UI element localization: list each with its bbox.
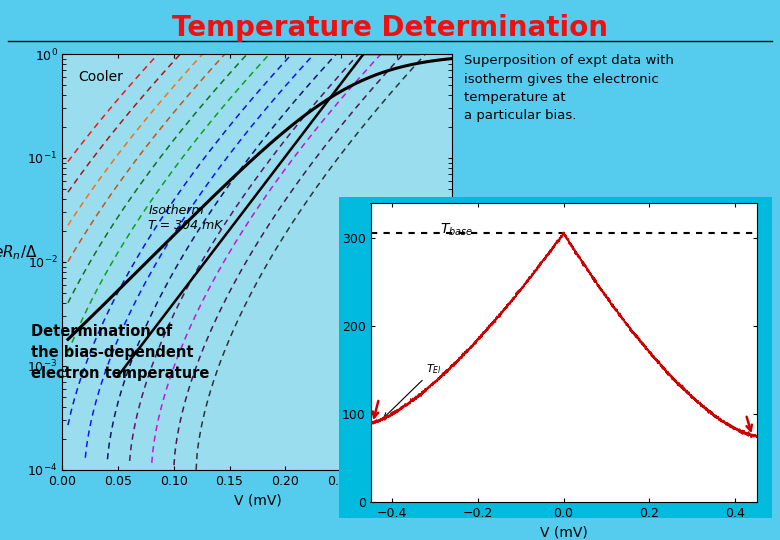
X-axis label: V (mV): V (mV) xyxy=(540,525,587,539)
Text: Superposition of expt data with
isotherm gives the electronic
temperature at
a p: Superposition of expt data with isotherm… xyxy=(464,54,674,123)
Text: Isotherm
T = 304 mK: Isotherm T = 304 mK xyxy=(148,204,223,232)
Text: Determination of
the bias-dependent
electron temperature: Determination of the bias-dependent elec… xyxy=(31,324,210,381)
Text: $T_{El}$: $T_{El}$ xyxy=(384,362,442,417)
X-axis label: V (mV): V (mV) xyxy=(233,493,282,507)
Text: $T_{base}$: $T_{base}$ xyxy=(440,222,473,238)
Text: Temperature Determination: Temperature Determination xyxy=(172,14,608,42)
Y-axis label: $eR_n/\Delta$: $eR_n/\Delta$ xyxy=(0,243,38,262)
Text: Cooler: Cooler xyxy=(78,70,123,84)
